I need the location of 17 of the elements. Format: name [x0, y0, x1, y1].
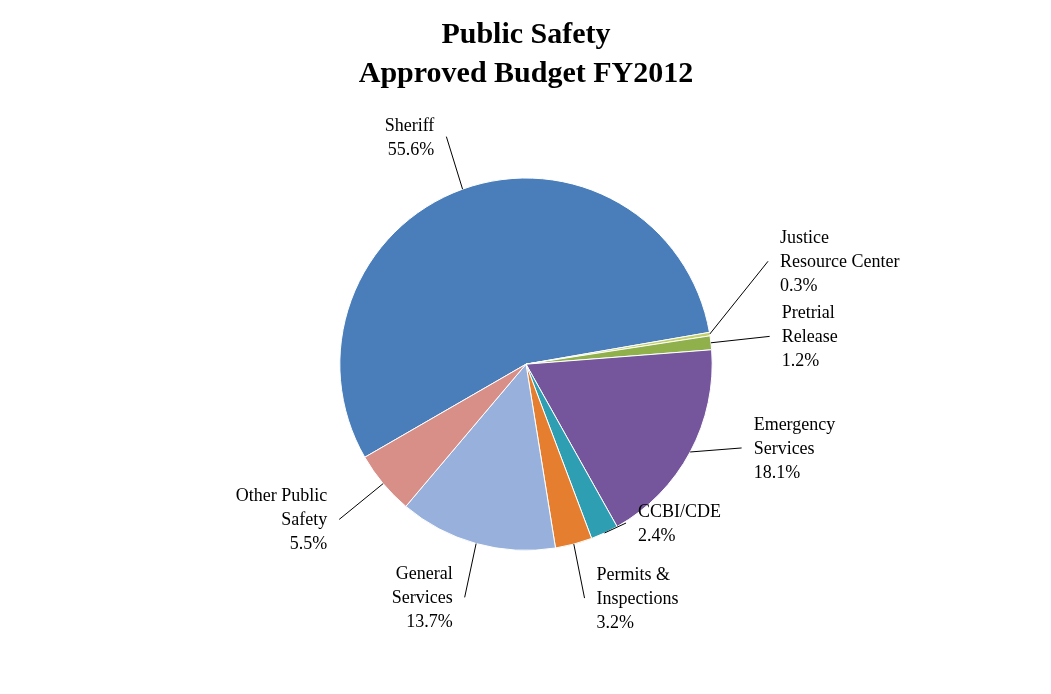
data-label: 55.6% — [387, 138, 435, 159]
data-label: 13.7% — [406, 611, 453, 632]
data-label: 1.2% — [781, 350, 820, 371]
data-label: 5.5% — [289, 533, 328, 554]
slice-label: General Services — [391, 563, 453, 608]
slice-label: Sheriff — [384, 114, 435, 135]
slice-label: Other Public Safety — [235, 485, 328, 530]
slice-label: Justice Resource Center — [780, 227, 900, 272]
slice-label: CCBI/CDE — [638, 501, 722, 522]
slice-label: Permits & Inspections — [596, 564, 679, 609]
data-label: 0.3% — [780, 275, 818, 296]
data-label: 18.1% — [753, 461, 801, 482]
slice-label: Emergency Services — [753, 413, 836, 458]
slice-label: Pretrial Release — [781, 302, 838, 347]
chart-title: Public Safety Approved Budget FY2012 — [358, 15, 694, 89]
data-label: 3.2% — [596, 612, 635, 633]
data-label: 2.4% — [638, 525, 676, 546]
